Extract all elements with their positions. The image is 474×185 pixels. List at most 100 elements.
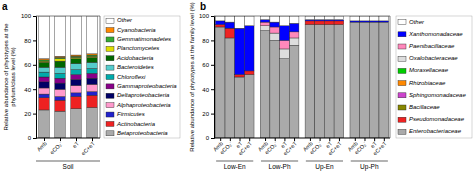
bar-segment bbox=[71, 59, 81, 64]
figure: 020406080100AmbeCO₂⁻eTeC+eTSoilRelative … bbox=[0, 0, 474, 185]
bar-segment bbox=[270, 22, 280, 27]
panel-label: a bbox=[2, 1, 8, 12]
legend-item: Xanthomonadaceae bbox=[398, 31, 463, 37]
legend-swatch bbox=[106, 75, 114, 80]
tick-mark bbox=[329, 138, 330, 141]
bar-segment bbox=[225, 22, 235, 28]
legend-label: Deltaproteobacteria bbox=[117, 92, 170, 98]
tick-label: 0 bbox=[206, 135, 210, 141]
panel-label: b bbox=[200, 1, 206, 12]
bar-segment bbox=[315, 25, 325, 138]
bar-segment bbox=[360, 16, 370, 21]
legend-swatch bbox=[106, 93, 114, 98]
legend-item: Enterobacteriaceae bbox=[398, 128, 462, 134]
legend-item: Chloroflexi bbox=[106, 74, 146, 80]
legend-label: Paenibacillaceae bbox=[409, 43, 455, 49]
tick-mark bbox=[265, 138, 266, 141]
bar-segment bbox=[369, 16, 379, 21]
bar-segment bbox=[369, 22, 379, 138]
y-tick: 0 bbox=[206, 135, 214, 141]
bar-segment bbox=[260, 26, 270, 31]
bar-segment bbox=[270, 40, 280, 138]
y-axis-label: Relative abundance of phytotypes at thep… bbox=[3, 23, 16, 131]
bar-segment bbox=[280, 16, 290, 26]
legend-item: Firmicutes bbox=[106, 111, 145, 117]
legend-label: Other bbox=[117, 17, 133, 23]
axis-line bbox=[211, 17, 215, 139]
bar-segment bbox=[87, 68, 97, 73]
bar-segment bbox=[324, 20, 334, 21]
bar-segment bbox=[71, 79, 81, 85]
legend-item: Betaproteobacteria bbox=[106, 130, 168, 136]
bar-segment bbox=[260, 16, 270, 20]
bar-segment bbox=[360, 22, 370, 138]
legend-label: Chloroflexi bbox=[117, 74, 146, 80]
tick-mark bbox=[33, 65, 36, 66]
bar-segment bbox=[350, 22, 360, 23]
bar-segment bbox=[315, 16, 325, 20]
y-axis-label-line: Relative abundance of phytotypes at the bbox=[3, 23, 9, 131]
bar-segment bbox=[369, 22, 379, 23]
tick-label: 40 bbox=[24, 87, 31, 93]
legend-item: Alphaproteobacteria bbox=[106, 102, 171, 108]
tick-mark bbox=[33, 89, 36, 90]
bar-segment bbox=[55, 83, 65, 89]
bar-segment bbox=[315, 20, 325, 21]
legend-item: Other bbox=[398, 19, 425, 25]
bar-segment bbox=[289, 16, 299, 23]
legend-swatch bbox=[106, 28, 114, 33]
bar-segment bbox=[55, 100, 65, 111]
tick-mark bbox=[384, 138, 385, 141]
bars bbox=[39, 16, 97, 138]
bar-segment bbox=[324, 20, 334, 21]
tick-label: 60 bbox=[202, 62, 209, 68]
panel: 020406080100AmbeCO₂⁻eTeC+eTSoilRelative … bbox=[2, 1, 180, 170]
legend-item: Gammaproteobacteria bbox=[106, 83, 177, 89]
tick-mark bbox=[220, 138, 221, 141]
group-label: Up-Ph bbox=[360, 163, 379, 171]
bar-segment bbox=[39, 98, 49, 110]
bar-segment bbox=[289, 32, 299, 38]
legend-item: Gemmatimonadetes bbox=[106, 36, 171, 42]
bar-segment bbox=[244, 26, 254, 71]
bar-segment bbox=[260, 20, 270, 22]
y-axis-label: Relative abundance of phytotypes at the … bbox=[189, 2, 195, 151]
legend-swatch bbox=[106, 37, 114, 42]
bar-segment bbox=[350, 16, 360, 21]
legend-swatch bbox=[398, 44, 406, 49]
legend-item: Actinobacteria bbox=[106, 121, 156, 127]
bar-segment bbox=[215, 27, 225, 138]
y-tick: 100 bbox=[21, 13, 36, 19]
series bbox=[39, 108, 97, 139]
series bbox=[39, 16, 97, 59]
tick-label: eCO₂⁻ bbox=[219, 140, 234, 155]
group-line bbox=[261, 161, 298, 162]
tick-mark bbox=[249, 138, 250, 141]
bar-segment bbox=[87, 95, 97, 107]
legend-swatch bbox=[106, 46, 114, 51]
x-tick: eC+eT bbox=[372, 138, 388, 156]
bar-segment bbox=[350, 22, 360, 23]
legend-swatch bbox=[106, 131, 114, 136]
bar-segment bbox=[215, 21, 225, 25]
bar-segment bbox=[350, 22, 360, 23]
bar-segment bbox=[71, 86, 81, 93]
legend-label: Bacillaceae bbox=[409, 104, 440, 110]
bar-segment bbox=[315, 21, 325, 25]
tick-mark bbox=[33, 16, 36, 17]
y-tick: 80 bbox=[24, 38, 36, 44]
tick-label: eC+eT bbox=[327, 140, 343, 156]
bar-segment bbox=[71, 97, 81, 109]
bar-segment bbox=[39, 110, 49, 138]
y-tick: 0 bbox=[28, 135, 36, 141]
bar-segment bbox=[244, 16, 254, 26]
group-label: Low-En bbox=[224, 163, 246, 170]
y-tick: 40 bbox=[202, 87, 214, 93]
legend-label: Cyanobacteria bbox=[117, 27, 156, 33]
y-tick: 80 bbox=[202, 38, 214, 44]
legend-label: Actinobacteria bbox=[116, 121, 156, 127]
legend-item: Other bbox=[106, 17, 133, 23]
bar-segment bbox=[379, 22, 389, 138]
tick-mark bbox=[355, 138, 356, 141]
plot-frame bbox=[214, 16, 390, 138]
